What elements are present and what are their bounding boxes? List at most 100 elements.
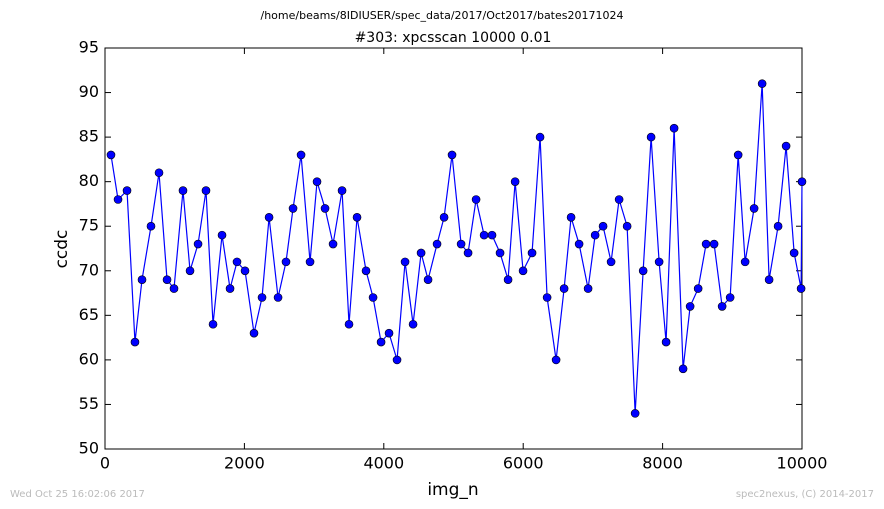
- data-point: [559, 284, 569, 293]
- data-point: [725, 293, 735, 302]
- data-point: [638, 266, 648, 276]
- data-point: [566, 213, 576, 222]
- data-point: [590, 230, 600, 240]
- data-point: [796, 284, 806, 293]
- y-tick-label: 80: [79, 171, 99, 190]
- data-point: [551, 355, 561, 365]
- data-point: [312, 177, 322, 186]
- data-point: [416, 248, 426, 258]
- data-point: [510, 177, 520, 186]
- x-tick-label: 10000: [777, 454, 828, 473]
- data-point: [527, 248, 537, 258]
- data-point: [479, 230, 489, 240]
- data-point: [749, 204, 759, 213]
- data-point: [709, 239, 719, 249]
- data-point: [122, 186, 132, 195]
- x-axis-label: img_n: [427, 480, 478, 500]
- y-axis-label: ccdc: [52, 230, 72, 269]
- data-point: [781, 141, 791, 151]
- data-point: [757, 79, 767, 88]
- y-tick-label: 85: [79, 127, 99, 146]
- data-point: [598, 221, 608, 231]
- data-point: [288, 204, 298, 213]
- data-point: [535, 132, 545, 142]
- data-point: [273, 293, 283, 302]
- y-tick-label: 55: [79, 394, 99, 413]
- data-point: [217, 230, 227, 240]
- data-point: [717, 302, 727, 311]
- data-point: [542, 293, 552, 302]
- data-point: [630, 409, 640, 418]
- y-tick-label: 95: [79, 38, 99, 57]
- data-point: [503, 275, 513, 284]
- y-tick-label: 70: [79, 260, 99, 279]
- data-point: [328, 239, 338, 249]
- data-point: [773, 221, 783, 231]
- data-point: [352, 213, 362, 222]
- data-point: [305, 257, 315, 267]
- data-point: [701, 239, 711, 249]
- data-point: [113, 195, 123, 204]
- data-point: [185, 266, 195, 276]
- data-point: [240, 266, 250, 276]
- data-point: [463, 248, 473, 258]
- data-point: [423, 275, 433, 284]
- x-tick-label: 2000: [224, 454, 265, 473]
- data-point: [685, 302, 695, 311]
- data-point: [296, 150, 306, 160]
- data-point: [281, 257, 291, 267]
- data-point: [740, 257, 750, 267]
- y-tick-label: 75: [79, 216, 99, 235]
- x-tick-label: 0: [100, 454, 110, 473]
- data-point: [487, 230, 497, 240]
- y-tick-label: 60: [79, 349, 99, 368]
- data-point: [257, 293, 267, 302]
- data-point: [733, 150, 743, 160]
- data-point: [361, 266, 371, 276]
- data-point: [162, 275, 172, 284]
- y-tick-label: 90: [79, 82, 99, 101]
- data-point: [154, 168, 164, 178]
- data-point: [178, 186, 188, 195]
- timestamp: Wed Oct 25 16:02:06 2017: [10, 489, 145, 500]
- data-point: [789, 248, 799, 258]
- data-point: [614, 195, 624, 204]
- y-tick-label: 50: [79, 439, 99, 458]
- data-point: [130, 337, 140, 347]
- x-tick-label: 4000: [363, 454, 404, 473]
- data-point: [669, 123, 679, 133]
- data-point: [797, 177, 807, 186]
- data-point: [646, 132, 656, 142]
- data-point: [661, 337, 671, 347]
- data-point: [249, 328, 259, 338]
- chart-title: #303: xpcsscan 10000 0.01: [355, 30, 552, 46]
- data-point: [106, 150, 116, 160]
- data-point: [408, 319, 418, 329]
- x-tick-label: 8000: [642, 454, 683, 473]
- data-point: [146, 221, 156, 231]
- y-tick-label: 65: [79, 305, 99, 324]
- data-point: [471, 195, 481, 204]
- data-point: [225, 284, 235, 293]
- data-point: [583, 284, 593, 293]
- data-point: [320, 204, 330, 213]
- data-point: [622, 221, 632, 231]
- data-point: [208, 319, 218, 329]
- data-point: [337, 186, 347, 195]
- data-point: [137, 275, 147, 284]
- data-point: [193, 239, 203, 249]
- data-point: [400, 257, 410, 267]
- data-point: [678, 364, 688, 374]
- data-point: [574, 239, 584, 249]
- data-point: [232, 257, 242, 267]
- credit: spec2nexus, (C) 2014-2017: [736, 489, 874, 500]
- data-point: [432, 239, 442, 249]
- data-point: [495, 248, 505, 258]
- data-point: [439, 213, 449, 222]
- data-point: [518, 266, 528, 276]
- data-point: [764, 275, 774, 284]
- data-point: [169, 284, 179, 293]
- data-point: [447, 150, 457, 160]
- data-point: [606, 257, 616, 267]
